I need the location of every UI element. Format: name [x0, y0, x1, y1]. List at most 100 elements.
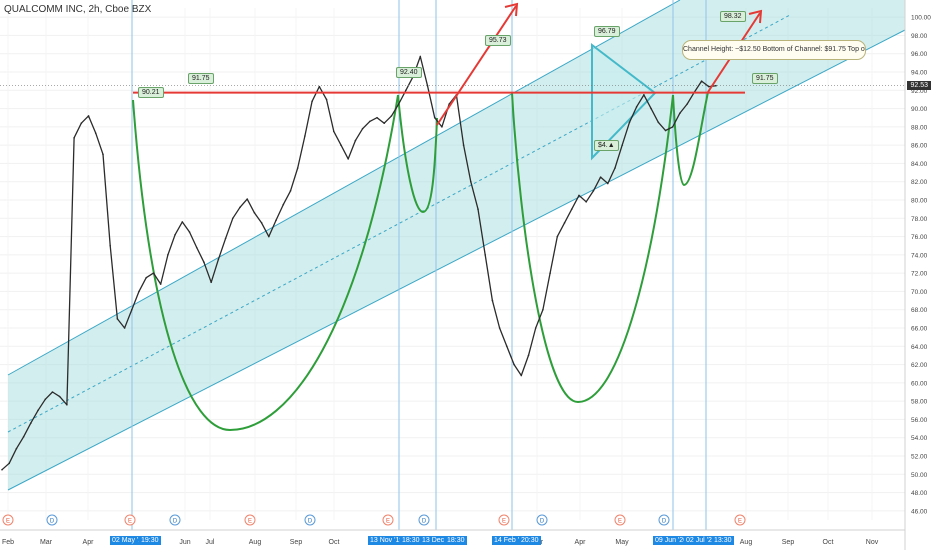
last-price-badge: 92.53 — [907, 81, 931, 90]
channel-annotation[interactable]: Channel Height: ~$12.50 Bottom of Channe… — [682, 40, 866, 60]
event-marker-label: D — [662, 519, 667, 525]
price-point — [275, 219, 277, 221]
event-marker-label: D — [540, 519, 545, 525]
price-point — [268, 235, 270, 238]
dividend-marker — [46, 514, 58, 526]
date-tag-dec19: 13 Dec '19 — [420, 536, 458, 545]
earnings-marker — [244, 514, 256, 526]
price-point — [542, 308, 544, 311]
price-point — [94, 132, 97, 135]
price-point — [369, 120, 371, 123]
price-point — [679, 112, 681, 114]
price-label-peak-3[interactable]: 95.73 — [485, 35, 511, 46]
price-point — [628, 121, 631, 124]
y-tick-label: 92.00 — [911, 88, 928, 95]
price-label-resistance-2[interactable]: 91.75 — [752, 73, 778, 84]
x-tick-label: Jul — [206, 539, 215, 546]
triangle-projection — [591, 42, 657, 161]
price-point — [664, 129, 667, 132]
x-tick-label: Feb — [2, 539, 14, 546]
price-label-peak-4[interactable]: 96.79 — [594, 26, 620, 37]
event-marker-label: E — [386, 519, 390, 525]
price-point — [419, 55, 422, 58]
x-tick-label: Oct — [823, 539, 834, 546]
price-label-resistance-1[interactable]: 91.75 — [188, 73, 214, 84]
date-tag-time-5: 13:30 — [712, 536, 734, 545]
price-point — [311, 100, 313, 103]
price-point — [246, 198, 249, 200]
price-point — [599, 176, 602, 178]
triangle-shape — [591, 42, 657, 161]
price-point — [383, 122, 386, 124]
date-tag-time-4: 20:30 — [519, 536, 541, 545]
price-point — [159, 283, 162, 285]
price-point — [203, 261, 205, 263]
price-point — [289, 190, 292, 192]
y-tick-label: 84.00 — [911, 161, 928, 168]
x-tick-label: Apr — [575, 539, 587, 546]
price-point — [37, 409, 39, 412]
y-tick-label: 52.00 — [911, 454, 928, 461]
price-point — [578, 194, 580, 197]
vertical-markers — [131, 0, 707, 530]
price-label-peak-5[interactable]: 98.32 — [720, 11, 746, 22]
price-point — [15, 447, 18, 450]
price-axis[interactable]: 46.00 48.00 50.00 52.00 54.00 56.00 58.00 60.00… — [904, 0, 932, 550]
price-point — [296, 167, 299, 169]
target-arrow-2-head — [748, 9, 763, 24]
date-tag-nov19: 13 Nov '19 — [368, 536, 406, 545]
date-tag-time-2: 18:30 — [400, 536, 422, 545]
y-tick-label: 48.00 — [911, 490, 928, 497]
time-axis[interactable]: FebMarAprJunJulAugSepOctMarAprMayAugSepO… — [0, 529, 905, 546]
cup-curve — [132, 94, 399, 432]
price-point — [22, 436, 25, 438]
price-point — [354, 139, 357, 142]
date-tag-jun20: 09 Jun '20 — [653, 536, 690, 545]
channel-top-line — [7, 0, 681, 376]
price-point — [397, 103, 400, 105]
y-tick-label: 88.00 — [911, 124, 928, 131]
date-tag-may19: 02 May '19 — [110, 536, 149, 545]
y-tick-label: 50.00 — [911, 472, 928, 479]
price-point — [426, 84, 429, 87]
price-point — [477, 208, 479, 210]
price-point — [325, 98, 328, 101]
price-point — [282, 203, 285, 206]
price-point — [44, 398, 47, 401]
date-tag-time-3: 18:30 — [445, 536, 467, 545]
price-point — [80, 122, 83, 124]
y-tick-label: 80.00 — [911, 198, 928, 205]
event-marker-label: D — [422, 519, 427, 525]
y-tick-label: 86.00 — [911, 143, 928, 150]
price-point — [138, 290, 140, 293]
price-point — [498, 327, 501, 329]
y-tick-label: 98.00 — [911, 33, 928, 40]
price-point — [8, 462, 11, 465]
price-point — [527, 354, 530, 357]
y-tick-label: 60.00 — [911, 380, 928, 387]
cup-curve — [672, 91, 709, 187]
y-tick-label: 76.00 — [911, 234, 928, 241]
x-tick-label: May — [615, 539, 629, 546]
y-tick-label: 66.00 — [911, 326, 928, 333]
y-tick-label: 94.00 — [911, 70, 928, 77]
price-label-peak-2[interactable]: 92.40 — [396, 67, 422, 78]
dividend-marker — [658, 514, 670, 526]
x-tick-label: Sep — [782, 539, 795, 546]
price-point — [109, 244, 111, 247]
price-label-peak-1[interactable]: 90.21 — [138, 87, 164, 98]
price-point — [563, 222, 566, 224]
price-point — [686, 103, 688, 105]
x-tick-label: Aug — [249, 539, 262, 546]
dividend-marker — [536, 514, 548, 526]
event-marker-label: E — [502, 519, 506, 525]
cup-curves — [132, 91, 709, 432]
y-tick-label: 62.00 — [911, 362, 928, 369]
triangle-label[interactable]: $4.▲ — [594, 140, 619, 151]
y-tick-label: 72.00 — [911, 271, 928, 278]
price-point — [152, 272, 155, 274]
channel-mid-line — [7, 14, 791, 433]
price-point — [340, 144, 342, 146]
x-tick-label: Aug — [740, 539, 753, 546]
